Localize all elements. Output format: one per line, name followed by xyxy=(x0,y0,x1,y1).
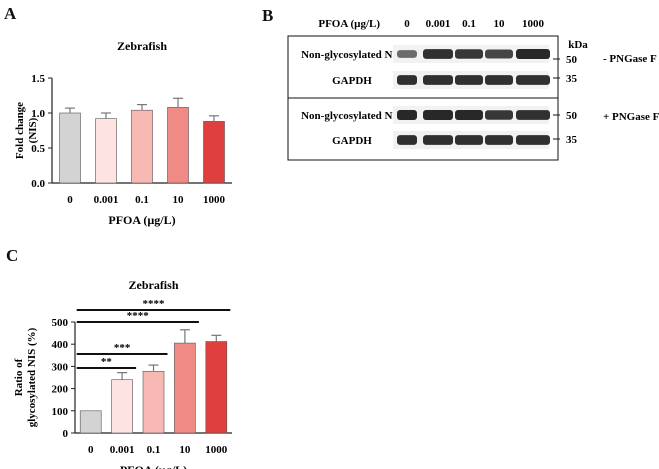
chart-c-significance-label: ** xyxy=(101,356,113,368)
chart-c-bar xyxy=(79,410,102,434)
chart-c-y-tick-label: 400 xyxy=(52,339,69,351)
blot-lane-label: 10 xyxy=(494,18,506,30)
blot-top-band xyxy=(397,50,417,58)
blot-bottom-band xyxy=(516,110,550,120)
blot-top-band xyxy=(516,49,550,59)
blot-bottom-row-label: GAPDH xyxy=(332,135,372,147)
chart-c-x-tick-label: 1000 xyxy=(205,444,228,456)
blot-top-band xyxy=(455,75,483,85)
blot-bottom-marker-label: 35 xyxy=(566,134,578,146)
chart-c-x-tick-label: 10 xyxy=(179,444,191,456)
blot-bottom-band xyxy=(423,110,453,120)
chart-a-title: Zebrafish xyxy=(117,39,167,53)
blot-top-band xyxy=(485,49,513,59)
chart-c-significance-label: **** xyxy=(143,298,166,310)
chart-c-y-tick-label: 500 xyxy=(52,317,69,329)
chart-c-y-label: glycosylated NIS (%) xyxy=(26,327,38,427)
chart-c-significance-label: *** xyxy=(114,342,131,354)
blot-top-marker-label: 35 xyxy=(566,73,578,85)
blot-bottom-band xyxy=(455,135,483,145)
chart-c-y-tick-label: 200 xyxy=(52,384,69,396)
panel-b-letter: B xyxy=(262,6,274,25)
chart-c-title: Zebrafish xyxy=(128,278,178,292)
blot-bottom-band xyxy=(516,135,550,145)
chart-a-y-tick-label: 0.0 xyxy=(31,178,45,190)
blot-kda-label: kDa xyxy=(568,39,588,51)
chart-a-x-tick-label: 0.1 xyxy=(135,194,149,206)
blot-top-band xyxy=(423,75,453,85)
chart-c-x-tick-label: 0.001 xyxy=(110,444,135,456)
chart-c-x-tick-label: 0 xyxy=(88,444,94,456)
blot-top-band xyxy=(397,75,417,85)
blot-top-band xyxy=(516,75,550,85)
blot-top-row-label: GAPDH xyxy=(332,75,372,87)
blot-lane-label: 0.1 xyxy=(462,18,476,30)
blot-bottom-band xyxy=(455,110,483,120)
chart-a-x-tick-label: 10 xyxy=(173,194,185,206)
chart-a-y-tick-label: 1.5 xyxy=(31,73,45,85)
blot-bottom-band xyxy=(423,135,453,145)
blot-top-condition: - PNGase F xyxy=(603,53,657,65)
blot-bottom-marker-label: 50 xyxy=(566,110,578,122)
blot-top-band xyxy=(455,49,483,59)
chart-a-y-tick-label: 0.5 xyxy=(31,143,45,155)
chart-c-y-label: Ratio of xyxy=(13,358,25,396)
blot-top-band xyxy=(423,49,453,59)
blot-bottom-band xyxy=(485,110,513,120)
blot-bottom-band xyxy=(485,135,513,145)
panel-c-letter: C xyxy=(6,246,19,265)
chart-c-y-tick-label: 0 xyxy=(63,428,69,440)
chart-c-x-label: PFOA (µg/L) xyxy=(120,463,187,469)
blot-top-band xyxy=(485,75,513,85)
blot-lane-label: 0.001 xyxy=(426,18,451,30)
blot-bottom-row-label: Non-glycosylated NIS xyxy=(301,110,403,122)
blot-top-marker-label: 50 xyxy=(566,54,578,66)
panel-a-letter: A xyxy=(4,4,17,23)
blot-top-row-label: Non-glycosylated NIS xyxy=(301,49,403,61)
chart-a-x-label: PFOA (µg/L) xyxy=(108,213,175,227)
blot-bottom-band xyxy=(397,135,417,145)
chart-a-x-tick-label: 1000 xyxy=(203,194,226,206)
chart-c-x-tick-label: 0.1 xyxy=(147,444,161,456)
blot-bottom-condition: + PNGase F xyxy=(603,111,659,123)
chart-a-x-tick-label: 0 xyxy=(67,194,73,206)
chart-a-y-tick-label: 1.0 xyxy=(31,108,45,120)
blot-header-label: PFOA (µg/L) xyxy=(318,18,380,30)
chart-a-y-label: Fold change xyxy=(14,102,26,159)
chart-a-x-tick-label: 0.001 xyxy=(94,194,119,206)
chart-a-y-label: (NIS) xyxy=(27,117,39,143)
blot-lane-label: 0 xyxy=(404,18,410,30)
chart-c-y-tick-label: 100 xyxy=(52,406,69,418)
blot-bottom-band xyxy=(397,110,417,120)
chart-c-significance-label: **** xyxy=(127,310,150,322)
blot-lane-label: 1000 xyxy=(522,18,545,30)
chart-c-y-tick-label: 300 xyxy=(52,361,69,373)
